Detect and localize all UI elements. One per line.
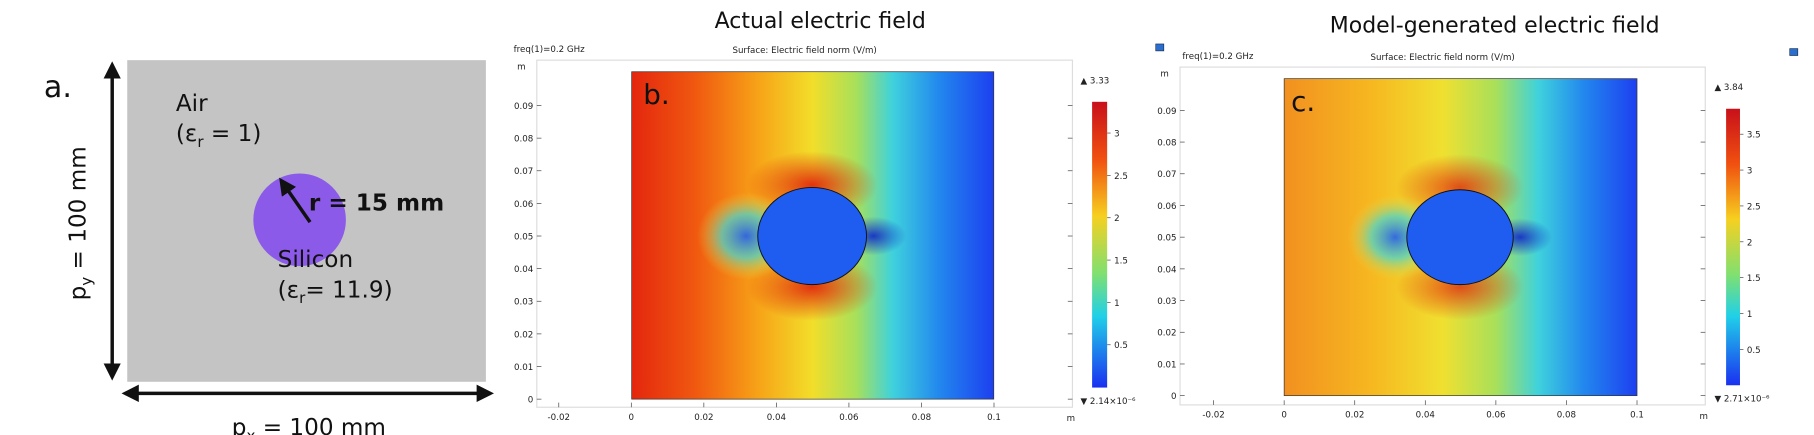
field-panel: Model-generated electric field freq(1)=0.… (1157, 13, 1799, 422)
subscript: r (197, 133, 204, 151)
y-tick-label: 0.05 (514, 232, 533, 242)
text-part: = 1) (204, 121, 262, 147)
y-tick-label: 0.05 (1157, 234, 1176, 244)
x-tick-label: 0.08 (912, 413, 931, 423)
colorbar (1092, 101, 1108, 388)
y-tick-label: 0.04 (1157, 265, 1177, 275)
x-tick-label: 0.02 (694, 413, 713, 423)
x-unit: m (1067, 414, 1075, 424)
y-tick-label: 0.06 (514, 200, 533, 210)
py-label: py = 100 mm (66, 146, 96, 300)
text-part: p (66, 286, 92, 301)
y-unit: m (1160, 69, 1168, 79)
y-tick-label: 0.01 (514, 363, 533, 373)
radius-arrow (279, 177, 312, 224)
colorbar-tick-label: 1.5 (1747, 274, 1761, 284)
colorbar-tick-label: 2.5 (1114, 172, 1128, 182)
x-tick-label: 0 (629, 413, 635, 423)
colorbar-tick-label: 2 (1114, 214, 1120, 224)
panel-title: Model-generated electric field (1330, 13, 1660, 38)
subscript: y (77, 277, 95, 286)
icon (1155, 43, 1165, 52)
colorbar-tick-label: 2.5 (1747, 202, 1761, 212)
x-tick-label: 0.1 (1630, 411, 1644, 421)
x-tick-label: 0.04 (1416, 411, 1436, 421)
freq-label: freq(1)=0.2 GHz (514, 45, 585, 55)
y-tick-label: 0.04 (514, 265, 534, 275)
x-tick-label: -0.02 (548, 413, 570, 423)
subscript: r (299, 289, 306, 307)
panel-title: Actual electric field (715, 9, 926, 34)
icon (1789, 48, 1799, 56)
air-eps: (εr = 1) (176, 121, 262, 151)
x-tick-label: 0.08 (1557, 411, 1576, 421)
y-tick-label: 0.03 (1157, 297, 1176, 307)
y-tick-label: 0.07 (514, 167, 533, 177)
text-part: = 100 mm (255, 415, 386, 435)
air-label: Air (176, 91, 208, 117)
colorbar-tick-label: 1 (1114, 299, 1120, 309)
colorbar-tick-label: 2 (1747, 238, 1753, 248)
px-label: px = 100 mm (232, 415, 386, 435)
surface-label: Surface: Electric field norm (V/m) (1370, 53, 1514, 63)
colorbar (1726, 108, 1740, 386)
x-tick-label: 0.1 (987, 413, 1001, 423)
x-tick-label: 0.02 (1345, 411, 1364, 421)
panel-label: b. (643, 78, 669, 111)
x-unit: m (1699, 412, 1707, 422)
colorbar-min: ▼ 2.71×10⁻⁶ (1715, 394, 1771, 404)
y-unit: m (517, 62, 525, 72)
colorbar-tick-label: 1.5 (1114, 257, 1128, 267)
x-tick-label: -0.02 (1202, 411, 1224, 421)
silicon-label: Silicon (278, 247, 353, 273)
colorbar-tick-label: 3.5 (1747, 131, 1761, 141)
y-tick-label: 0.09 (1157, 107, 1176, 117)
text-part: (ε (176, 121, 198, 147)
colorbar-tick-label: 0.5 (1114, 341, 1128, 351)
text-part: = 100 mm (66, 146, 92, 277)
colorbar-tick-label: 3 (1747, 167, 1753, 177)
surface-label: Surface: Electric field norm (V/m) (732, 46, 876, 56)
panel-a: a. Air (εr = 1) r = 15 mm Silicon (εr= 1… (44, 60, 494, 435)
y-tick-label: 0.02 (1157, 329, 1176, 339)
panel-label: a. (44, 70, 72, 105)
x-tick-label: 0.06 (1486, 411, 1505, 421)
text-part: (ε (278, 277, 300, 303)
y-tick-label: 0.03 (514, 298, 533, 308)
y-tick-label: 0.07 (1157, 170, 1176, 180)
y-tick-label: 0.08 (514, 135, 533, 145)
y-tick-label: 0 (1171, 392, 1177, 402)
subscript: x (246, 427, 255, 435)
silicon-disk (253, 173, 346, 267)
x-tick-label: 0 (1281, 411, 1287, 421)
colorbar-tick-label: 3 (1114, 130, 1120, 140)
scatterer (1406, 189, 1514, 286)
y-tick-label: 0 (528, 396, 534, 406)
scatterer (757, 186, 867, 286)
y-tick-label: 0.02 (514, 330, 533, 340)
text-part: p (232, 415, 247, 435)
colorbar-max: ▲ 3.84 (1715, 83, 1744, 93)
y-tick-label: 0.01 (1157, 360, 1176, 370)
silicon-eps: (εr= 11.9) (278, 277, 393, 307)
y-tick-label: 0.06 (1157, 202, 1176, 212)
field-panel: Actual electric field freq(1)=0.2 GHz Surf… (514, 9, 1165, 424)
x-tick-label: 0.06 (839, 413, 858, 423)
colorbar-tick-label: 0.5 (1747, 346, 1761, 356)
panel-label: c. (1291, 85, 1315, 118)
freq-label: freq(1)=0.2 GHz (1182, 52, 1253, 62)
colorbar-min: ▼ 2.14×10⁻⁶ (1081, 397, 1137, 407)
colorbar-tick-label: 1 (1747, 310, 1753, 320)
colorbar-max: ▲ 3.33 (1081, 76, 1110, 86)
y-tick-label: 0.08 (1157, 139, 1176, 149)
text-part: = 11.9) (305, 277, 392, 303)
radius-label: r = 15 mm (309, 191, 444, 217)
y-tick-label: 0.09 (514, 102, 533, 112)
x-tick-label: 0.04 (767, 413, 787, 423)
